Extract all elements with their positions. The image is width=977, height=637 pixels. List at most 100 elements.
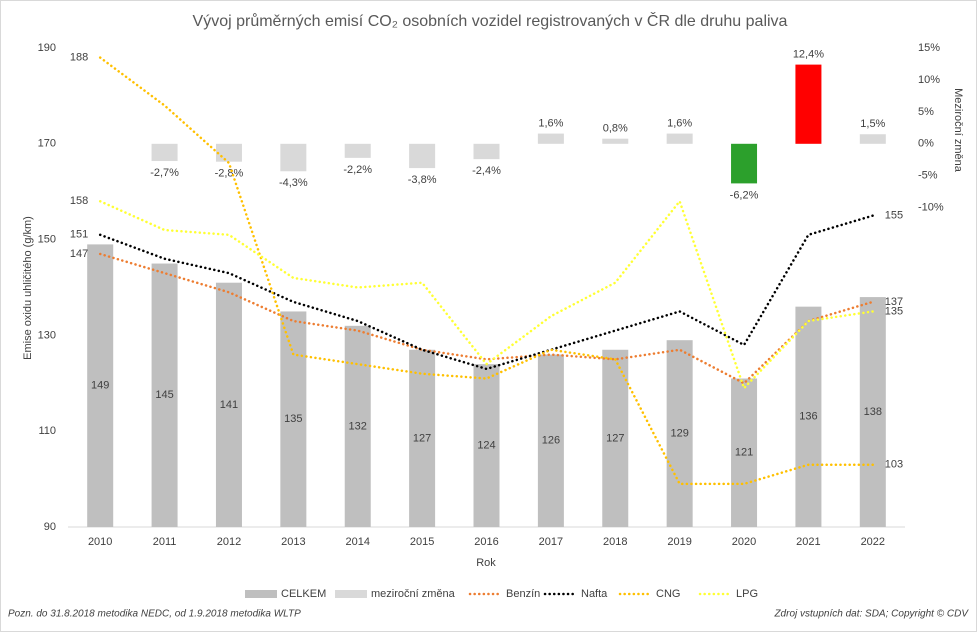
bar — [795, 64, 822, 144]
bar — [602, 138, 629, 144]
bar — [151, 263, 178, 527]
data-label: 147 — [70, 248, 88, 260]
chart-title: Vývoj průměrných emisí CO₂ osobních vozi… — [193, 11, 788, 30]
legend-label: meziroční změna — [371, 588, 456, 600]
bar — [731, 378, 758, 527]
data-label: -2,4% — [472, 165, 501, 177]
x-tick-label: 2014 — [345, 536, 369, 548]
line — [98, 56, 875, 486]
bar — [473, 364, 500, 527]
bar — [666, 340, 693, 527]
x-tick-label: 2018 — [603, 536, 627, 548]
data-label: 158 — [70, 195, 88, 207]
y2-tick-label: 0% — [918, 138, 934, 150]
y2-tick-label: -10% — [918, 202, 944, 214]
bar — [344, 143, 371, 158]
bar — [280, 311, 307, 527]
line — [98, 198, 875, 391]
data-label: -2,7% — [150, 167, 179, 179]
data-label: -2,8% — [215, 168, 244, 180]
bar — [409, 349, 436, 527]
bar — [602, 349, 629, 527]
data-label: -4,3% — [279, 177, 308, 189]
data-label: 188 — [70, 51, 88, 63]
bar — [215, 282, 242, 527]
data-label: 126 — [542, 435, 560, 447]
x-tick-label: 2020 — [732, 536, 756, 548]
legend-label: Benzín — [506, 588, 540, 600]
data-label: 132 — [349, 420, 367, 432]
line — [98, 214, 875, 371]
legend-swatch — [245, 590, 277, 598]
y2-axis-label: Meziroční změna — [952, 88, 964, 173]
data-label: 145 — [155, 389, 173, 401]
data-label: 129 — [670, 428, 688, 440]
data-label: 124 — [477, 439, 495, 451]
bar — [537, 133, 564, 144]
x-tick-label: 2010 — [88, 536, 112, 548]
x-tick-label: 2019 — [667, 536, 691, 548]
x-tick-label: 2017 — [539, 536, 563, 548]
line — [98, 252, 875, 385]
data-label: 1,6% — [667, 117, 692, 129]
x-tick-label: 2015 — [410, 536, 434, 548]
data-label: 136 — [799, 411, 817, 423]
bar — [409, 143, 436, 169]
data-label: 138 — [864, 406, 882, 418]
y2-tick-label: 5% — [918, 106, 934, 118]
data-label: 135 — [284, 413, 302, 425]
data-label: 1,6% — [538, 117, 563, 129]
note: Zdroj vstupních dat: SDA; Copyright © CD… — [773, 609, 969, 620]
data-label: 127 — [413, 432, 431, 444]
data-label: 103 — [885, 459, 903, 471]
bar — [859, 297, 886, 527]
data-label: 137 — [885, 296, 903, 308]
bar — [859, 134, 886, 144]
y-axis-label: Emise oxidu uhličitého (g/km) — [22, 216, 34, 360]
data-label: 149 — [91, 380, 109, 392]
y-tick-label: 170 — [38, 138, 56, 150]
legend-label: CNG — [656, 588, 680, 600]
x-axis-label: Rok — [476, 557, 496, 569]
bar — [537, 354, 564, 527]
data-label: 121 — [735, 447, 753, 459]
bar — [87, 244, 114, 527]
legend-label: CELKEM — [281, 588, 326, 600]
y2-tick-label: -5% — [918, 170, 938, 182]
y-tick-label: 190 — [38, 42, 56, 54]
x-tick-label: 2021 — [796, 536, 820, 548]
data-label: 127 — [606, 432, 624, 444]
x-tick-label: 2012 — [217, 536, 241, 548]
bar — [344, 325, 371, 527]
y2-tick-label: 10% — [918, 74, 940, 86]
bar — [280, 143, 307, 172]
x-tick-label: 2011 — [153, 536, 177, 548]
note: Pozn. do 31.8.2018 metodika NEDC, od 1.9… — [8, 609, 301, 620]
bar — [731, 143, 758, 184]
data-label: 0,8% — [603, 123, 628, 135]
bar — [473, 143, 500, 160]
data-label: -2,2% — [343, 164, 372, 176]
x-tick-label: 2013 — [281, 536, 305, 548]
y-tick-label: 110 — [38, 425, 56, 437]
y2-tick-label: 15% — [918, 42, 940, 54]
data-label: 135 — [885, 305, 903, 317]
bar — [215, 143, 242, 162]
bar — [151, 143, 178, 162]
y-tick-label: 90 — [44, 521, 56, 533]
data-label: 151 — [70, 229, 88, 241]
data-label: 1,5% — [860, 118, 885, 130]
y-tick-label: 150 — [38, 234, 56, 246]
legend-label: Nafta — [581, 588, 608, 600]
data-label: 141 — [220, 399, 238, 411]
legend-swatch — [335, 590, 367, 598]
y-tick-label: 130 — [38, 329, 56, 341]
bar — [795, 306, 822, 527]
x-tick-label: 2016 — [474, 536, 498, 548]
data-label: -6,2% — [730, 189, 759, 201]
legend-label: LPG — [736, 588, 758, 600]
data-label: 155 — [885, 210, 903, 222]
data-label: -3,8% — [408, 174, 437, 186]
x-tick-label: 2022 — [861, 536, 885, 548]
